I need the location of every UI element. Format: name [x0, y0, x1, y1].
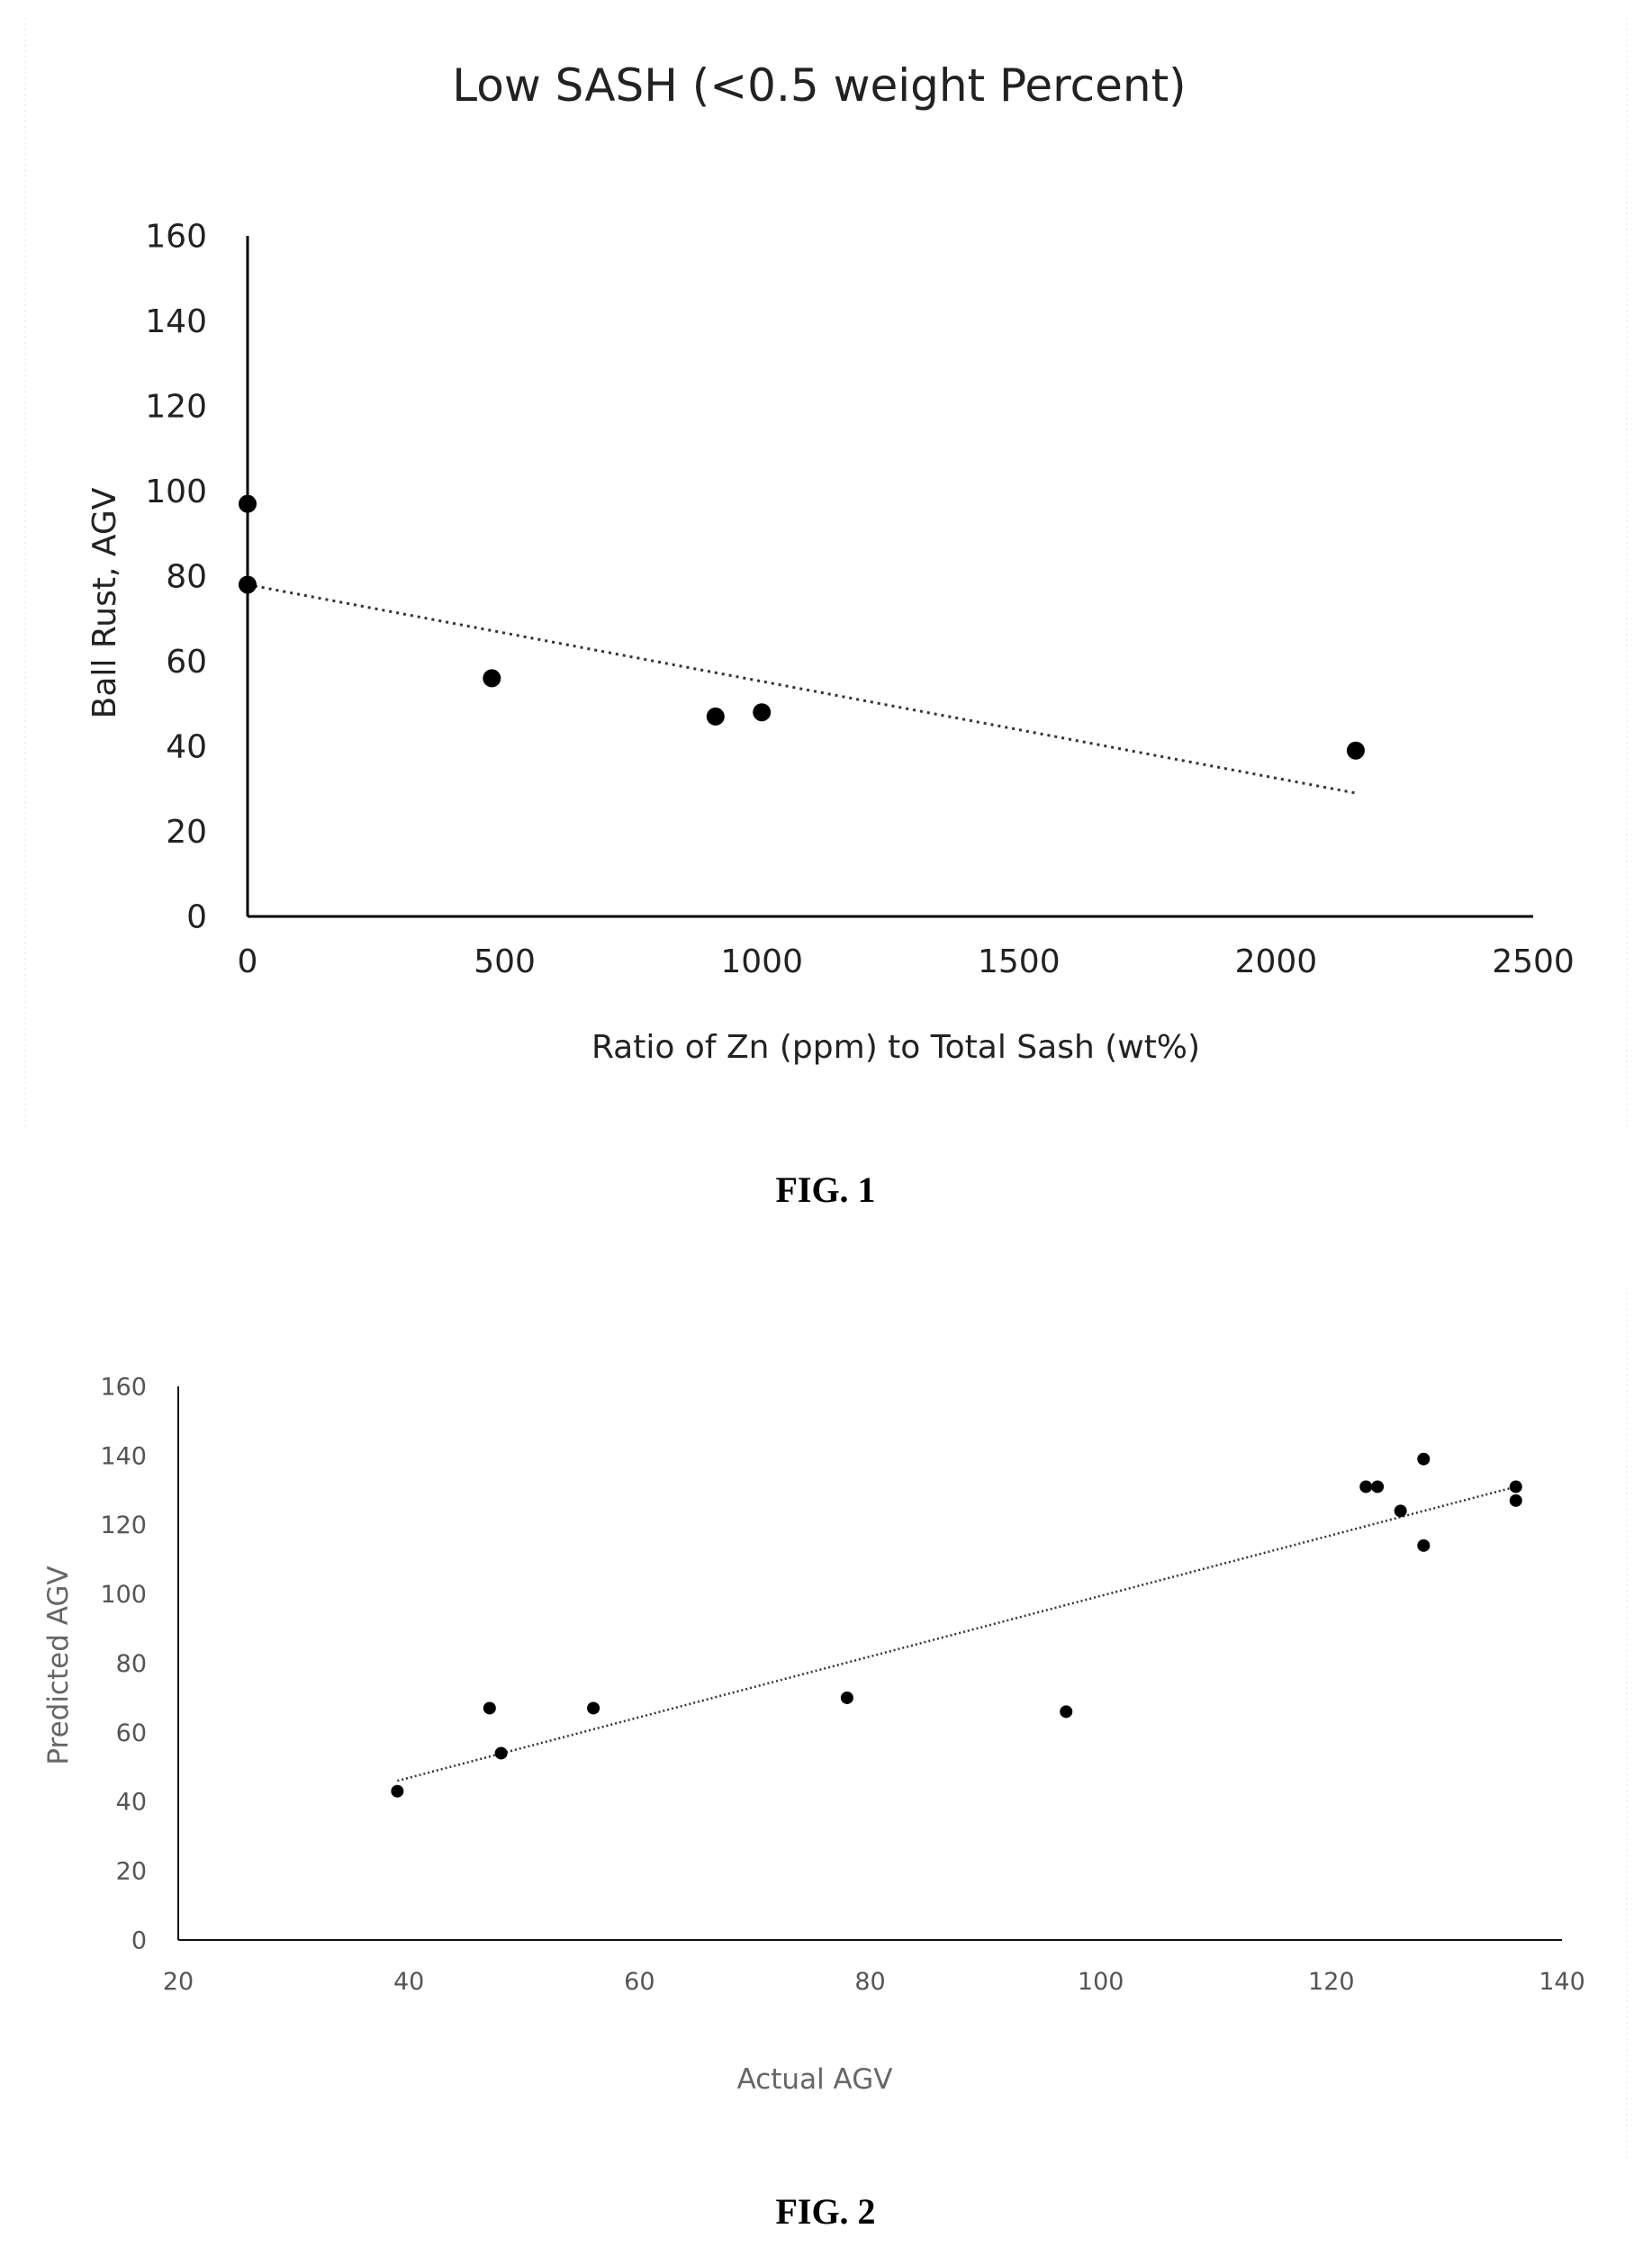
x-axis-label: Actual AGV — [737, 2063, 893, 2096]
data-point — [239, 575, 257, 594]
y-tick-label: 20 — [116, 1858, 147, 1886]
data-point — [587, 1701, 600, 1715]
plot-area: 0 20 40 60 80 100 120 140 160 20 40 60 80 100 120 140 — [100, 1373, 1584, 1996]
data-point — [706, 707, 725, 726]
plot-area: 0 20 40 60 80 100 120 140 160 0 500 1000 1500 2000 250… — [145, 219, 1575, 980]
x-tick-label: 1500 — [978, 943, 1061, 980]
data-point — [1359, 1480, 1373, 1493]
chart-low-sash: Low SASH (<0.5 weight Percent) Ball Rust… — [86, 59, 1575, 1066]
chart-predicted-vs-actual: Predicted AGV Actual AGV 0 20 40 60 80 100 120… — [42, 1373, 1585, 2096]
x-tick-label: 140 — [1539, 1968, 1585, 1996]
data-point — [1346, 741, 1365, 760]
data-point — [1417, 1452, 1431, 1466]
data-point — [1509, 1493, 1522, 1507]
data-point — [1060, 1705, 1073, 1719]
data-point — [840, 1691, 853, 1704]
y-tick-label: 40 — [166, 729, 207, 766]
y-tick-label: 160 — [100, 1373, 147, 1401]
data-point — [239, 494, 257, 513]
y-tick-label: 40 — [116, 1789, 147, 1817]
data-point — [1509, 1480, 1522, 1493]
x-tick-label: 100 — [1078, 1968, 1124, 1996]
data-point — [1417, 1539, 1431, 1552]
y-tick-label: 80 — [116, 1650, 147, 1678]
y-tick-label: 20 — [166, 814, 207, 851]
y-tick-label: 0 — [131, 1927, 147, 1954]
data-point — [483, 1701, 496, 1715]
y-tick-label: 60 — [116, 1719, 147, 1747]
y-axis-label: Predicted AGV — [42, 1566, 75, 1764]
x-tick-label: 500 — [474, 943, 536, 980]
figure-caption-2: FIG. 2 — [775, 2191, 875, 2232]
x-axis-label: Ratio of Zn (ppm) to Total Sash (wt%) — [591, 1029, 1200, 1066]
data-point — [753, 703, 772, 722]
y-tick-label: 120 — [100, 1512, 147, 1539]
x-tick-label: 2500 — [1492, 943, 1575, 980]
data-point — [494, 1746, 508, 1760]
figure-caption-1: FIG. 1 — [775, 1169, 875, 1210]
y-tick-label: 160 — [145, 219, 207, 256]
y-tick-label: 100 — [100, 1581, 147, 1609]
y-tick-label: 0 — [186, 899, 207, 936]
data-point — [1394, 1504, 1407, 1518]
x-tick-label: 120 — [1308, 1968, 1355, 1996]
trendline — [247, 582, 1357, 795]
y-tick-label: 100 — [145, 474, 207, 510]
x-tick-label: 2000 — [1235, 943, 1318, 980]
x-tick-label: 1000 — [720, 943, 803, 980]
x-tick-label: 40 — [393, 1968, 424, 1996]
y-tick-label: 140 — [145, 303, 207, 340]
y-tick-label: 80 — [166, 559, 207, 596]
y-tick-label: 140 — [100, 1442, 147, 1470]
data-point — [1371, 1480, 1385, 1493]
data-point — [483, 669, 501, 688]
x-tick-label: 80 — [854, 1968, 885, 1996]
x-tick-label: 60 — [624, 1968, 654, 1996]
y-tick-label: 120 — [145, 389, 207, 426]
x-tick-label: 20 — [163, 1968, 194, 1996]
y-axis-label: Ball Rust, AGV — [86, 487, 123, 718]
trendline — [397, 1485, 1517, 1782]
chart-title: Low SASH (<0.5 weight Percent) — [452, 59, 1186, 112]
y-tick-label: 60 — [166, 644, 207, 681]
x-tick-label: 0 — [238, 943, 258, 980]
data-point — [391, 1784, 404, 1798]
